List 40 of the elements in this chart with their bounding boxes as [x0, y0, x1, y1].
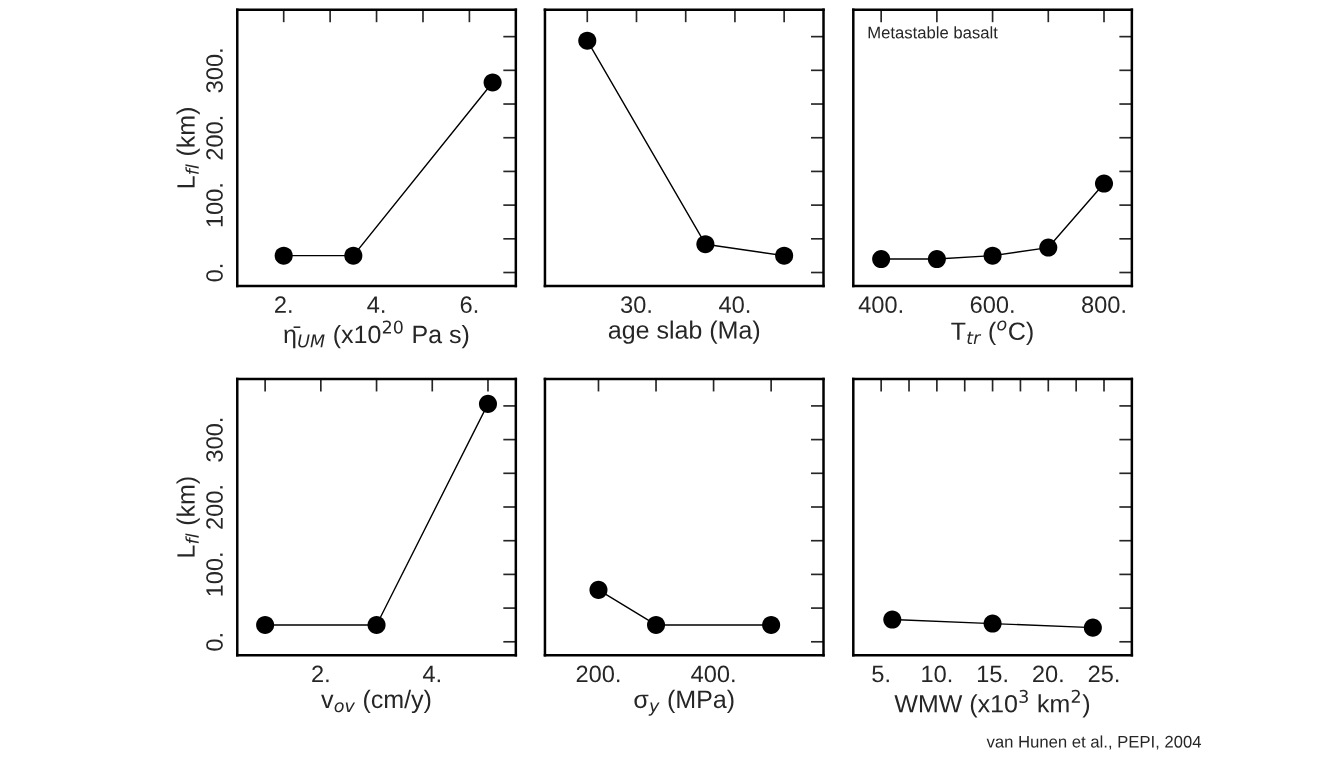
y-tick-label: 200.	[206, 116, 223, 160]
x-tick-label: 200.	[576, 665, 620, 683]
point	[1039, 238, 1058, 257]
x-tick-label: 4.	[422, 665, 440, 683]
point	[983, 246, 1002, 265]
x-axis-title: η̄$_{UM}$ (x10$^{20}$ Pa s)	[284, 320, 469, 349]
x-tick-label: 400.	[858, 296, 902, 314]
x-axis-title: T$_{tr}$ ($^{o}$C)	[951, 320, 1033, 346]
x-tick-label: 10.	[922, 665, 952, 683]
y-tick-label: 100.	[206, 553, 223, 596]
text: van Hunen et al., PEPI, 2004	[986, 735, 1202, 750]
x-tick-label: 6.	[460, 296, 478, 314]
x-tick-label: 4.	[367, 296, 385, 313]
y-tick-label: 200.	[206, 486, 223, 529]
point	[927, 250, 946, 269]
x-tick-label: 15.	[977, 665, 1007, 683]
x-axis-title: v$_{ov}$ (cm/y)	[321, 689, 431, 714]
annotation: Metastable basalt	[868, 26, 998, 39]
y-tick-label: 0.	[206, 634, 223, 651]
x-tick-label: 600.	[970, 296, 1014, 314]
y-axis-title: L$_{fl}$ (km)	[176, 477, 200, 557]
x-tick-label: 20.	[1033, 665, 1063, 683]
x-axis-title: WMW (x10$^{3}$ km$^{2}$)	[894, 689, 1090, 718]
y-axis-title: L$_{fl}$ (km)	[176, 108, 200, 188]
x-tick-label: 25.	[1088, 665, 1119, 683]
x-tick-label: 5.	[872, 665, 889, 683]
point	[1094, 174, 1114, 193]
x-tick-label: 40.	[719, 296, 750, 314]
y-tick-label: 300.	[206, 49, 223, 93]
x-tick-label: 800.	[1082, 296, 1125, 314]
x-axis-title: σ$_{y}$ (MPa)	[634, 689, 734, 716]
y-tick-label: 0.	[206, 264, 223, 282]
y-tick-label: 100.	[206, 184, 223, 227]
x-tick-label: 2.	[312, 665, 329, 683]
x-tick-label: 30.	[620, 296, 651, 314]
x-axis-title: age slab (Ma)	[608, 320, 760, 344]
x-tick-label: 2.	[275, 296, 292, 313]
y-tick-label: 300.	[206, 418, 223, 462]
point	[872, 250, 891, 269]
x-tick-label: 400.	[691, 665, 735, 683]
